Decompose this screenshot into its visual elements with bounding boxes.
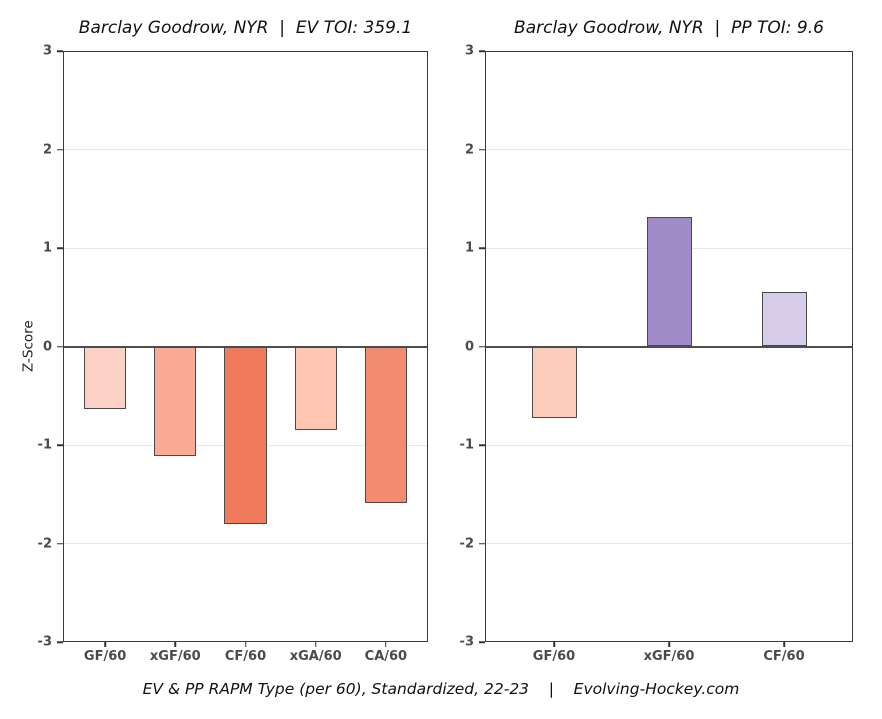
y-axis-tick-label: -2	[459, 536, 474, 551]
y-axis-tick-label: -3	[37, 634, 52, 650]
x-axis-tick	[668, 642, 670, 647]
y-axis-tick	[479, 444, 485, 446]
y-axis-tick-label: -2	[37, 536, 52, 551]
figure-caption: EV & PP RAPM Type (per 60), Standardized…	[142, 680, 740, 698]
y-axis-tick-label: 0	[42, 339, 52, 354]
bar-gf60	[531, 346, 577, 419]
bar-xgf60	[646, 217, 692, 347]
y-axis-tick-label: 1	[464, 240, 474, 256]
y-axis-tick	[479, 641, 485, 643]
x-axis-tick-label: CF/60	[224, 649, 267, 664]
x-axis-tick	[244, 642, 247, 647]
x-axis-tick	[174, 642, 177, 647]
y-gridline	[63, 543, 428, 544]
y-axis-tick-label: 2	[464, 142, 474, 157]
ev-chart-title: Barclay Goodrow, NYR | EV TOI: 359.1	[78, 18, 413, 38]
ev-rapm-chart: Barclay Goodrow, NYR | EV TOI: 359.1 3 2 1…	[21, 18, 428, 663]
y-axis-tick-label: 0	[464, 339, 474, 354]
y-axis-tick	[479, 148, 485, 151]
y-gridline	[485, 444, 853, 446]
y-axis-tick-label: -3	[459, 634, 474, 650]
y-axis-tick	[479, 542, 485, 545]
x-axis-tick	[314, 642, 317, 647]
zero-baseline	[485, 345, 853, 348]
y-axis-tick	[57, 542, 63, 545]
y-axis-tick-label: 3	[42, 43, 52, 59]
y-axis-tick	[479, 50, 485, 52]
y-axis-label: Z-Score	[20, 320, 37, 373]
x-axis-tick	[385, 642, 387, 647]
x-axis-tick-label: GF/60	[532, 649, 576, 664]
y-axis-tick	[57, 148, 63, 151]
x-axis-tick-label: CF/60	[763, 649, 805, 664]
bar-gf60	[84, 346, 127, 409]
bar-xgf60	[154, 346, 197, 456]
y-axis-tick	[479, 345, 485, 348]
y-axis-tick-label: 1	[42, 240, 52, 256]
y-axis-tick	[479, 247, 485, 249]
y-axis-tick-label: 2	[42, 142, 52, 157]
y-axis-tick-label: -1	[37, 437, 52, 453]
x-axis-tick-label: CA/60	[364, 649, 408, 664]
y-gridline	[485, 149, 853, 150]
y-axis-tick	[57, 345, 63, 348]
bar-cf60	[761, 292, 807, 347]
y-gridline	[485, 543, 853, 544]
y-gridline	[63, 149, 428, 150]
y-axis-tick	[57, 247, 63, 249]
x-axis-tick	[104, 642, 106, 647]
y-axis-tick	[57, 641, 63, 643]
x-axis-tick-label: xGA/60	[289, 649, 342, 664]
y-axis-tick	[57, 50, 63, 52]
x-axis-tick	[783, 642, 785, 647]
x-axis-tick-label: xGF/60	[643, 649, 695, 664]
pp-rapm-chart: Barclay Goodrow, NYR | PP TOI: 9.6 3 2 1 0 -…	[460, 18, 853, 663]
y-axis-tick-label: 3	[464, 43, 474, 59]
x-axis-tick-label: xGF/60	[149, 649, 201, 664]
x-axis-tick-label: GF/60	[83, 649, 127, 664]
y-axis-tick	[57, 444, 63, 446]
y-gridline	[63, 247, 428, 249]
x-axis-tick	[553, 642, 555, 647]
pp-chart-title: Barclay Goodrow, NYR | PP TOI: 9.6	[514, 18, 824, 38]
bar-cf60	[224, 346, 267, 524]
y-axis-tick-label: -1	[459, 437, 474, 453]
bar-ca60	[364, 346, 407, 504]
bar-xga60	[294, 346, 337, 431]
